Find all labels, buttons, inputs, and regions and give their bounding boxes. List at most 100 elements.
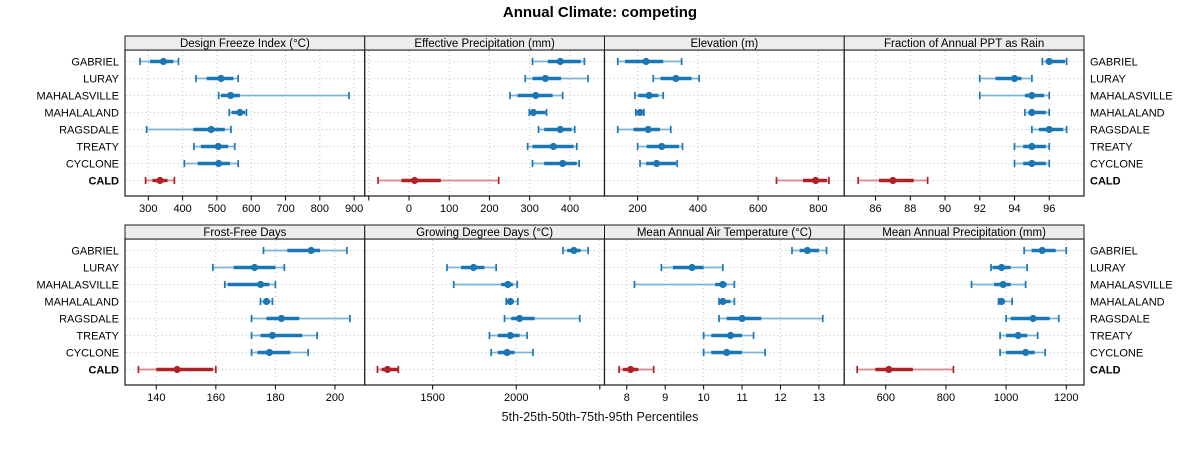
median-dot xyxy=(529,108,537,117)
median-dot xyxy=(645,91,653,100)
median-dot xyxy=(215,159,223,168)
site-label-left-mahalasville: MAHALASVILLE xyxy=(36,279,119,291)
median-dot xyxy=(159,57,168,66)
panel-strip-title: Frost-Free Days xyxy=(203,227,286,239)
chart-title: Annual Climate: competing xyxy=(502,4,698,21)
tick-label: 200 xyxy=(480,203,498,215)
median-dot xyxy=(532,91,540,100)
tick-label: 11 xyxy=(736,392,747,404)
median-dot xyxy=(383,365,392,374)
median-dot xyxy=(504,280,512,289)
percentile-row-mahalasville xyxy=(452,280,519,289)
percentile-row-cald xyxy=(857,176,929,185)
percentile-row-mahalasville xyxy=(217,91,350,100)
site-label-left-treaty: TREATY xyxy=(76,330,119,342)
percentile-row-treaty xyxy=(250,331,318,340)
percentile-row-treaty xyxy=(702,331,755,340)
percentile-row-ragsdale xyxy=(1031,125,1068,134)
panel-strip-title: Mean Annual Precipitation (mm) xyxy=(882,227,1046,239)
site-label-right-treaty: TREATY xyxy=(1090,141,1133,153)
tick-label: 800 xyxy=(311,203,329,215)
median-dot xyxy=(506,331,514,340)
percentile-row-ragsdale xyxy=(616,125,672,134)
median-dot xyxy=(411,176,419,185)
tick-label: 600 xyxy=(877,392,895,404)
median-dot xyxy=(236,108,244,117)
percentile-row-mahalasville xyxy=(634,91,665,100)
site-label-left-gabriel: GABRIEL xyxy=(71,245,119,257)
tick-label: 300 xyxy=(139,203,157,215)
median-dot xyxy=(469,263,478,272)
percentile-row-mahalasville xyxy=(223,280,277,289)
median-dot xyxy=(719,297,727,306)
tick-label: 8 xyxy=(624,392,630,404)
tick-label: 1000 xyxy=(994,392,1018,404)
percentile-row-treaty xyxy=(1013,142,1051,151)
percentile-row-treaty xyxy=(488,331,528,340)
median-dot xyxy=(719,280,727,289)
site-label-right-cald: CALD xyxy=(1090,175,1121,187)
median-dot xyxy=(1038,246,1046,255)
tick-label: 600 xyxy=(242,203,260,215)
percentile-row-cyclone xyxy=(1013,159,1051,168)
median-dot xyxy=(627,365,635,374)
percentile-row-luray xyxy=(524,74,589,83)
percentile-row-cald xyxy=(377,176,500,185)
median-dot xyxy=(227,91,235,100)
tick-label: 9 xyxy=(662,392,668,404)
percentile-row-gabriel xyxy=(791,246,828,255)
median-dot xyxy=(1045,125,1053,134)
site-label-left-treaty: TREATY xyxy=(76,141,119,153)
tick-label: 900 xyxy=(345,203,363,215)
median-dot xyxy=(506,297,514,306)
percentile-row-luray xyxy=(195,74,240,83)
site-label-left-cald: CALD xyxy=(88,175,119,187)
tick-label: 800 xyxy=(937,392,955,404)
median-dot xyxy=(997,263,1006,272)
median-dot xyxy=(559,159,567,168)
percentile-row-cald xyxy=(144,176,176,185)
median-dot xyxy=(173,365,181,374)
median-dot xyxy=(1028,91,1036,100)
site-label-left-gabriel: GABRIEL xyxy=(71,56,119,68)
percentile-row-cald xyxy=(618,365,655,374)
median-dot xyxy=(541,74,549,83)
median-dot xyxy=(723,348,731,357)
site-label-right-luray: LURAY xyxy=(1090,73,1127,85)
percentile-row-mahalaland xyxy=(1024,108,1051,117)
median-dot xyxy=(1045,57,1053,66)
site-label-left-ragsdale: RAGSDALE xyxy=(59,124,119,136)
percentile-row-treaty xyxy=(193,142,236,151)
percentile-row-cyclone xyxy=(639,159,678,168)
panel-strip-title: Fraction of Annual PPT as Rain xyxy=(884,38,1044,50)
tick-label: 200 xyxy=(628,203,646,215)
median-dot xyxy=(644,125,652,134)
percentile-row-ragsdale xyxy=(250,314,351,323)
median-dot xyxy=(812,176,820,185)
tick-label: 100 xyxy=(440,203,458,215)
percentile-row-cyclone xyxy=(183,159,240,168)
percentile-row-ragsdale xyxy=(503,314,581,323)
tick-label: 0 xyxy=(406,203,412,215)
median-dot xyxy=(636,108,644,117)
percentile-row-cyclone xyxy=(999,348,1047,357)
site-label-right-mahalasville: MAHALASVILLE xyxy=(1090,90,1173,102)
tick-label: 300 xyxy=(520,203,538,215)
median-dot xyxy=(1028,159,1036,168)
x-axis-caption: 5th-25th-50th-75th-95th Percentiles xyxy=(501,410,699,424)
tick-label: 600 xyxy=(749,203,767,215)
median-dot xyxy=(738,314,746,323)
site-label-right-luray: LURAY xyxy=(1090,262,1127,274)
site-label-left-mahalasville: MAHALASVILLE xyxy=(36,90,119,102)
panel-strip xyxy=(843,35,1085,51)
site-label-right-gabriel: GABRIEL xyxy=(1090,56,1138,68)
percentile-row-cyclone xyxy=(490,348,534,357)
percentile-row-treaty xyxy=(636,142,684,151)
panel-strip-title: Mean Annual Air Temperature (°C) xyxy=(637,227,812,239)
percentile-row-mahalasville xyxy=(978,91,1051,100)
median-dot xyxy=(1029,314,1037,323)
median-dot xyxy=(1014,331,1022,340)
percentile-row-mahalaland xyxy=(228,108,248,117)
